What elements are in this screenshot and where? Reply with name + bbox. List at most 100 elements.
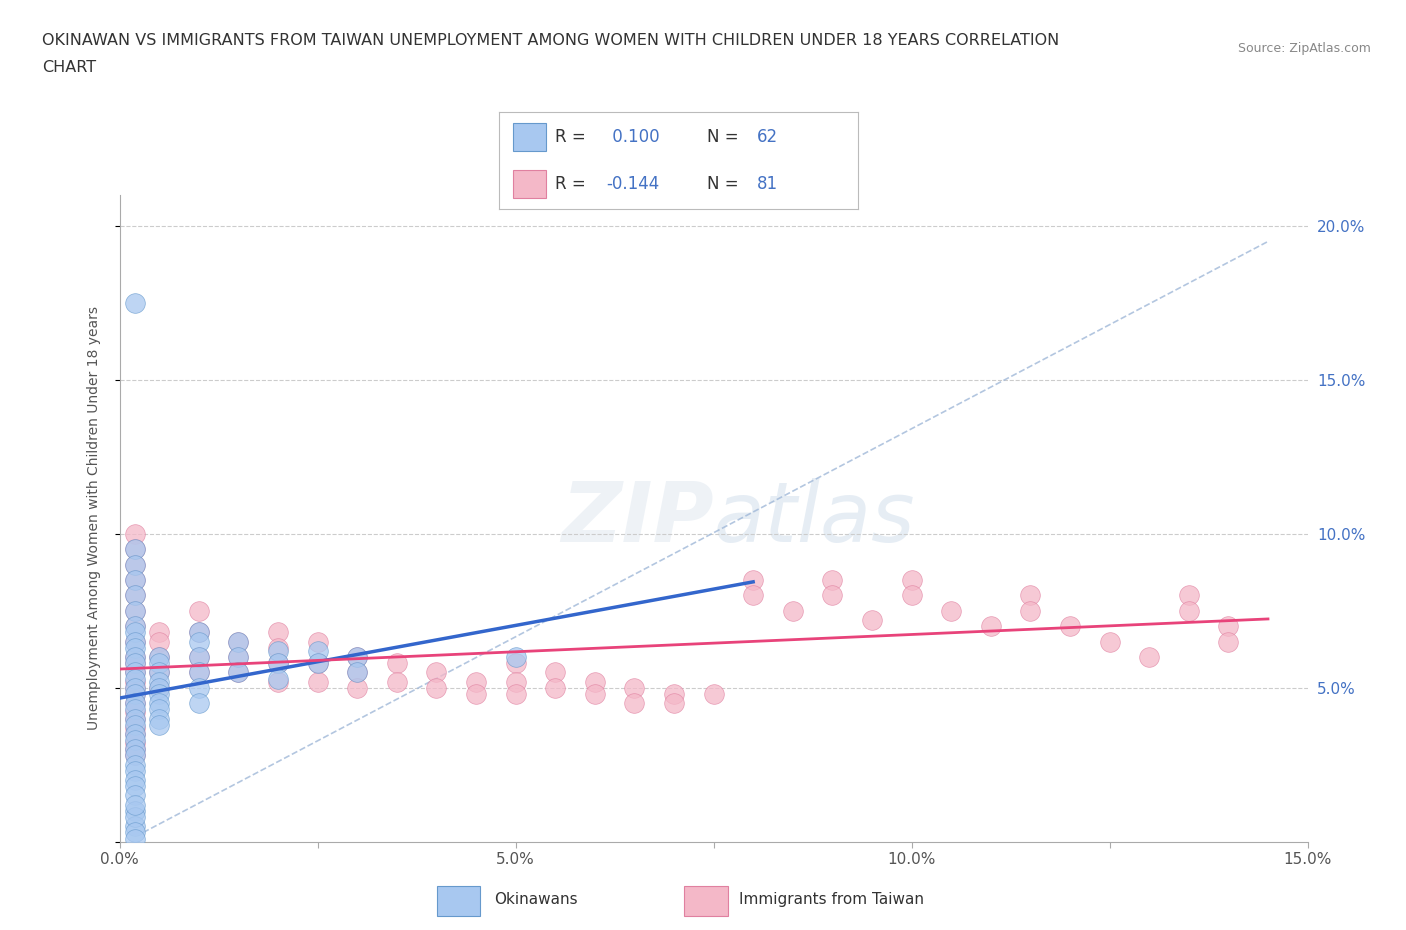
Text: 62: 62: [758, 127, 779, 145]
Text: OKINAWAN VS IMMIGRANTS FROM TAIWAN UNEMPLOYMENT AMONG WOMEN WITH CHILDREN UNDER : OKINAWAN VS IMMIGRANTS FROM TAIWAN UNEMP…: [42, 33, 1060, 47]
Point: [124, 696, 146, 711]
Point: [124, 748, 146, 763]
Point: [346, 665, 368, 680]
Point: [228, 665, 250, 680]
Point: [124, 665, 146, 680]
Point: [187, 665, 209, 680]
Point: [307, 674, 329, 689]
Point: [228, 649, 250, 664]
Point: [187, 681, 209, 696]
Point: [148, 674, 170, 689]
Point: [124, 588, 146, 603]
Point: [124, 671, 146, 686]
Point: [583, 686, 606, 701]
Point: [464, 674, 488, 689]
Point: [346, 649, 368, 664]
Text: 81: 81: [758, 175, 779, 193]
Point: [1059, 618, 1081, 633]
Point: [346, 665, 368, 680]
Point: [267, 656, 290, 671]
Point: [124, 711, 146, 726]
Point: [307, 644, 329, 658]
Point: [124, 296, 146, 311]
Point: [821, 588, 844, 603]
Text: atlas: atlas: [713, 478, 915, 559]
Point: [124, 818, 146, 833]
Point: [124, 702, 146, 717]
Text: Source: ZipAtlas.com: Source: ZipAtlas.com: [1237, 42, 1371, 55]
Point: [1218, 618, 1240, 633]
Point: [148, 686, 170, 701]
Point: [124, 726, 146, 741]
FancyBboxPatch shape: [437, 886, 481, 916]
FancyBboxPatch shape: [513, 124, 546, 151]
Text: R =: R =: [555, 127, 585, 145]
Point: [980, 618, 1002, 633]
Point: [267, 625, 290, 640]
Point: [124, 618, 146, 633]
Point: [148, 665, 170, 680]
Text: N =: N =: [707, 127, 738, 145]
Point: [124, 810, 146, 825]
Point: [662, 696, 685, 711]
Point: [124, 742, 146, 757]
Point: [124, 831, 146, 846]
Point: [124, 686, 146, 701]
Text: Okinawans: Okinawans: [494, 892, 578, 907]
Point: [148, 681, 170, 696]
FancyBboxPatch shape: [685, 886, 728, 916]
Point: [124, 721, 146, 736]
Point: [1178, 604, 1201, 618]
Point: [148, 696, 170, 711]
Point: [900, 588, 922, 603]
Point: [148, 665, 170, 680]
Point: [124, 736, 146, 751]
Point: [307, 656, 329, 671]
Point: [124, 773, 146, 788]
Point: [124, 634, 146, 649]
Point: [124, 748, 146, 763]
Point: [1218, 634, 1240, 649]
Point: [124, 625, 146, 640]
Point: [124, 804, 146, 818]
Point: [124, 649, 146, 664]
Point: [124, 526, 146, 541]
Point: [124, 542, 146, 557]
Point: [148, 649, 170, 664]
Point: [821, 573, 844, 588]
Point: [623, 681, 645, 696]
Point: [900, 573, 922, 588]
Point: [464, 686, 488, 701]
Point: [425, 681, 447, 696]
Point: [228, 634, 250, 649]
Point: [124, 825, 146, 840]
Point: [1019, 604, 1042, 618]
Point: [124, 705, 146, 720]
Point: [148, 681, 170, 696]
Point: [307, 634, 329, 649]
Point: [148, 634, 170, 649]
Point: [702, 686, 725, 701]
Point: [228, 649, 250, 664]
Point: [124, 711, 146, 726]
Point: [385, 656, 408, 671]
Point: [1019, 588, 1042, 603]
Point: [124, 665, 146, 680]
Point: [583, 674, 606, 689]
Point: [425, 665, 447, 680]
Point: [1098, 634, 1121, 649]
Point: [1137, 649, 1160, 664]
Text: 0.100: 0.100: [607, 127, 659, 145]
Point: [124, 588, 146, 603]
Point: [124, 696, 146, 711]
Point: [124, 604, 146, 618]
Point: [187, 649, 209, 664]
Point: [267, 641, 290, 656]
Point: [124, 618, 146, 633]
Point: [505, 674, 527, 689]
Point: [385, 674, 408, 689]
Point: [148, 656, 170, 671]
Point: [623, 696, 645, 711]
Point: [124, 604, 146, 618]
Point: [346, 649, 368, 664]
